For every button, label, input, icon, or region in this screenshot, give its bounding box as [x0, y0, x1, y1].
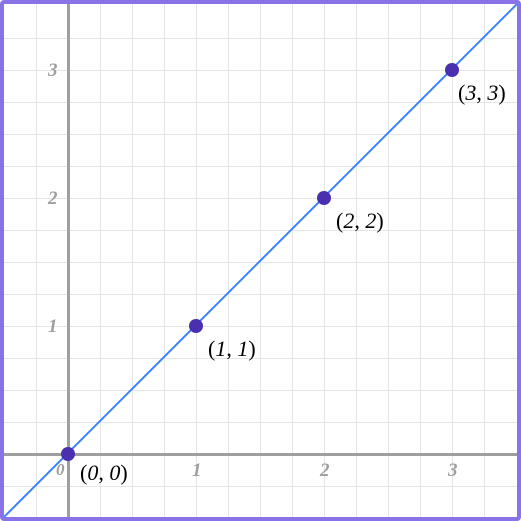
point-label: (0, 0)	[80, 460, 128, 486]
minor-gridline-h	[4, 486, 517, 487]
x-tick-label: 3	[448, 460, 458, 482]
minor-gridline-v	[420, 4, 421, 517]
minor-gridline-v	[228, 4, 229, 517]
x-tick-label: 2	[320, 460, 330, 482]
point-label: (2, 2)	[336, 208, 384, 234]
minor-gridline-v	[132, 4, 133, 517]
data-point	[189, 319, 203, 333]
minor-gridline-v	[452, 4, 453, 517]
data-point	[445, 63, 459, 77]
minor-gridline-h	[4, 230, 517, 231]
minor-gridline-v	[260, 4, 261, 517]
minor-gridline-h	[4, 390, 517, 391]
minor-gridline-v	[100, 4, 101, 517]
minor-gridline-v	[388, 4, 389, 517]
minor-gridline-h	[4, 38, 517, 39]
minor-gridline-h	[4, 358, 517, 359]
minor-gridline-v	[164, 4, 165, 517]
minor-gridline-h	[4, 294, 517, 295]
minor-gridline-h	[4, 70, 517, 71]
y-tick-label: 3	[48, 60, 58, 82]
minor-gridline-h	[4, 262, 517, 263]
point-label: (1, 1)	[208, 336, 256, 362]
x-tick-label: 0	[56, 460, 65, 480]
y-axis	[67, 4, 70, 517]
minor-gridline-v	[356, 4, 357, 517]
x-tick-label: 1	[192, 460, 202, 482]
plot-area: (0, 0) (1, 1) (2, 2) (3, 3) 0 1 2 3 1 2 3	[4, 4, 517, 517]
minor-gridline-v	[324, 4, 325, 517]
minor-gridline-h	[4, 198, 517, 199]
minor-gridline-h	[4, 422, 517, 423]
data-point	[61, 447, 75, 461]
minor-gridline-v	[36, 4, 37, 517]
minor-gridline-h	[4, 166, 517, 167]
x-axis	[4, 453, 517, 456]
minor-gridline-v	[292, 4, 293, 517]
point-label: (3, 3)	[458, 80, 506, 106]
minor-gridline-h	[4, 102, 517, 103]
minor-gridline-h	[4, 134, 517, 135]
y-tick-label: 1	[48, 316, 58, 338]
minor-gridline-v	[196, 4, 197, 517]
minor-gridline-h	[4, 326, 517, 327]
data-point	[317, 191, 331, 205]
y-tick-label: 2	[48, 188, 58, 210]
